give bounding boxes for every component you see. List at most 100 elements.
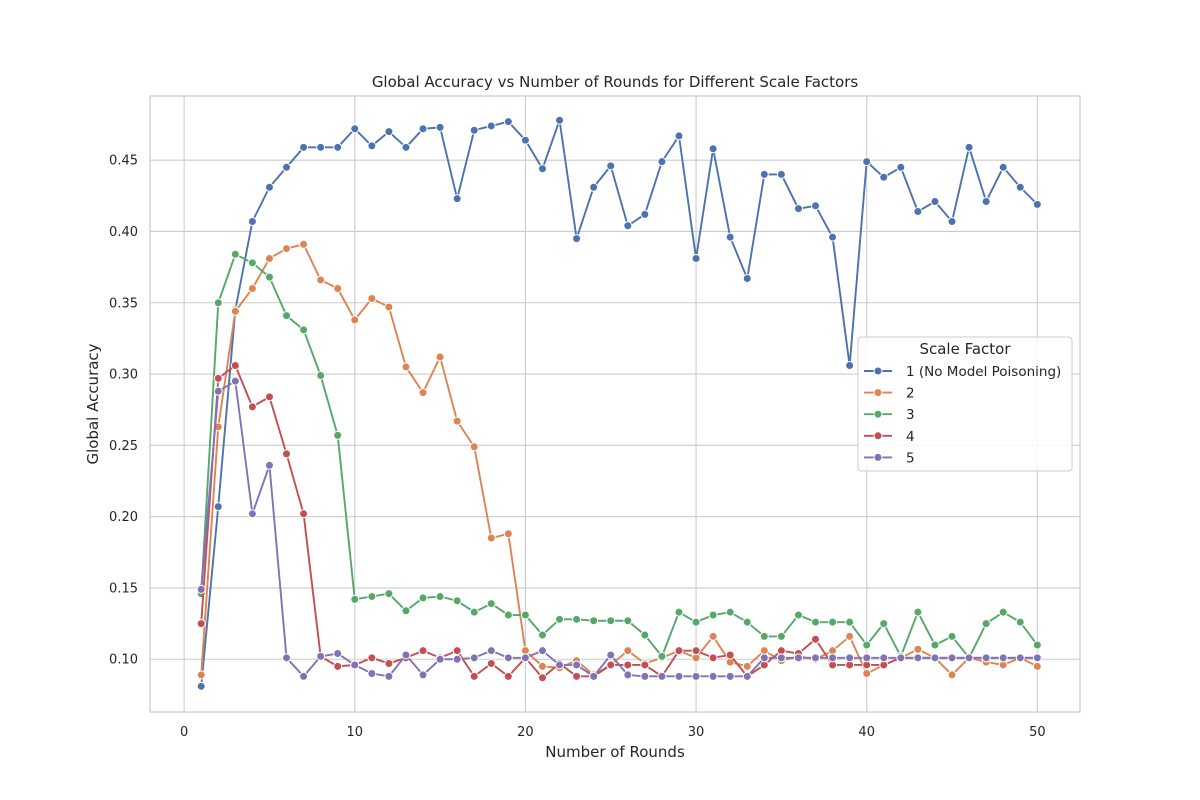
data-point: [299, 239, 309, 249]
chart-title: Global Accuracy vs Number of Rounds for …: [372, 73, 859, 91]
data-point: [947, 631, 957, 641]
data-point: [299, 142, 309, 152]
data-point: [913, 653, 923, 663]
data-point: [742, 274, 752, 284]
data-point: [282, 449, 292, 459]
data-point: [384, 671, 394, 681]
data-point: [435, 122, 445, 132]
data-point: [691, 646, 701, 656]
data-point: [213, 373, 223, 383]
data-point: [503, 117, 513, 127]
y-tick-label: 0.20: [109, 510, 138, 525]
data-point: [384, 589, 394, 599]
data-point: [1015, 182, 1025, 192]
data-point: [1015, 617, 1025, 627]
y-tick-label: 0.25: [109, 439, 138, 454]
data-point: [947, 216, 957, 226]
data-point: [708, 671, 718, 681]
data-point: [845, 653, 855, 663]
data-point: [537, 661, 547, 671]
data-point: [913, 207, 923, 216]
data-point: [811, 617, 821, 627]
data-point: [674, 671, 684, 681]
data-point: [367, 653, 377, 663]
y-tick-label: 0.15: [109, 581, 138, 596]
data-point: [691, 671, 701, 681]
data-point: [572, 614, 582, 624]
legend-title: Scale Factor: [919, 340, 1011, 358]
data-point: [264, 272, 274, 282]
data-point: [640, 660, 650, 670]
data-point: [230, 361, 240, 370]
data-point: [674, 646, 684, 656]
x-tick-label: 30: [688, 725, 705, 740]
data-point: [1015, 653, 1025, 663]
data-point: [759, 653, 769, 663]
data-point: [742, 661, 752, 671]
data-point: [316, 370, 326, 380]
data-point: [350, 660, 360, 670]
data-point: [486, 533, 496, 543]
x-tick-label: 10: [346, 725, 363, 740]
data-point: [555, 115, 565, 125]
data-point: [811, 634, 821, 644]
data-point: [981, 197, 991, 207]
data-point: [947, 653, 957, 663]
data-point: [316, 651, 326, 661]
data-point: [469, 671, 479, 681]
data-point: [520, 653, 530, 663]
data-point: [264, 254, 274, 264]
data-point: [401, 142, 411, 152]
data-point: [1032, 640, 1042, 650]
data-point: [862, 640, 872, 650]
x-axis-label: Number of Rounds: [545, 743, 685, 761]
data-point: [930, 197, 940, 207]
data-point: [401, 362, 411, 372]
data-point: [247, 216, 257, 226]
data-point: [776, 169, 786, 179]
data-point: [572, 671, 582, 681]
data-point: [708, 631, 718, 641]
data-point: [879, 653, 889, 663]
data-point: [230, 249, 240, 259]
x-tick-label: 20: [517, 725, 534, 740]
legend-item: 4: [864, 429, 915, 445]
data-point: [606, 616, 616, 626]
data-point: [981, 653, 991, 663]
data-point: [486, 659, 496, 669]
data-point: [247, 509, 257, 519]
data-point: [333, 661, 343, 671]
data-point: [623, 660, 633, 670]
data-point: [333, 430, 343, 440]
tick-labels: 0 10 20 30 40 50 0.10 0.15 0.20 0.25 0.30 0.35 0.40 0…: [109, 154, 1046, 740]
data-point: [828, 617, 838, 627]
data-point: [930, 653, 940, 663]
data-point: [264, 392, 274, 402]
data-point: [401, 606, 411, 616]
data-point: [367, 592, 377, 601]
data-point: [367, 141, 377, 151]
data-point: [555, 660, 565, 670]
data-point: [606, 660, 616, 670]
series-1: [196, 115, 1042, 691]
data-point: [418, 670, 428, 680]
legend-swatch-marker: [873, 409, 883, 419]
data-point: [725, 607, 735, 617]
data-point: [640, 671, 650, 681]
legend-item: 1 (No Model Poisoning): [864, 364, 1061, 380]
data-point: [452, 596, 462, 606]
data-point: [793, 204, 803, 214]
data-point: [674, 131, 684, 141]
data-point: [708, 144, 718, 154]
data-point: [623, 646, 633, 656]
data-point: [196, 584, 206, 594]
data-point: [998, 653, 1008, 663]
data-point: [759, 631, 769, 641]
data-point: [572, 234, 582, 244]
data-point: [947, 670, 957, 680]
data-point: [930, 640, 940, 650]
data-point: [247, 258, 257, 268]
legend-swatch-marker: [873, 388, 883, 398]
data-point: [384, 659, 394, 669]
data-point: [230, 376, 240, 386]
